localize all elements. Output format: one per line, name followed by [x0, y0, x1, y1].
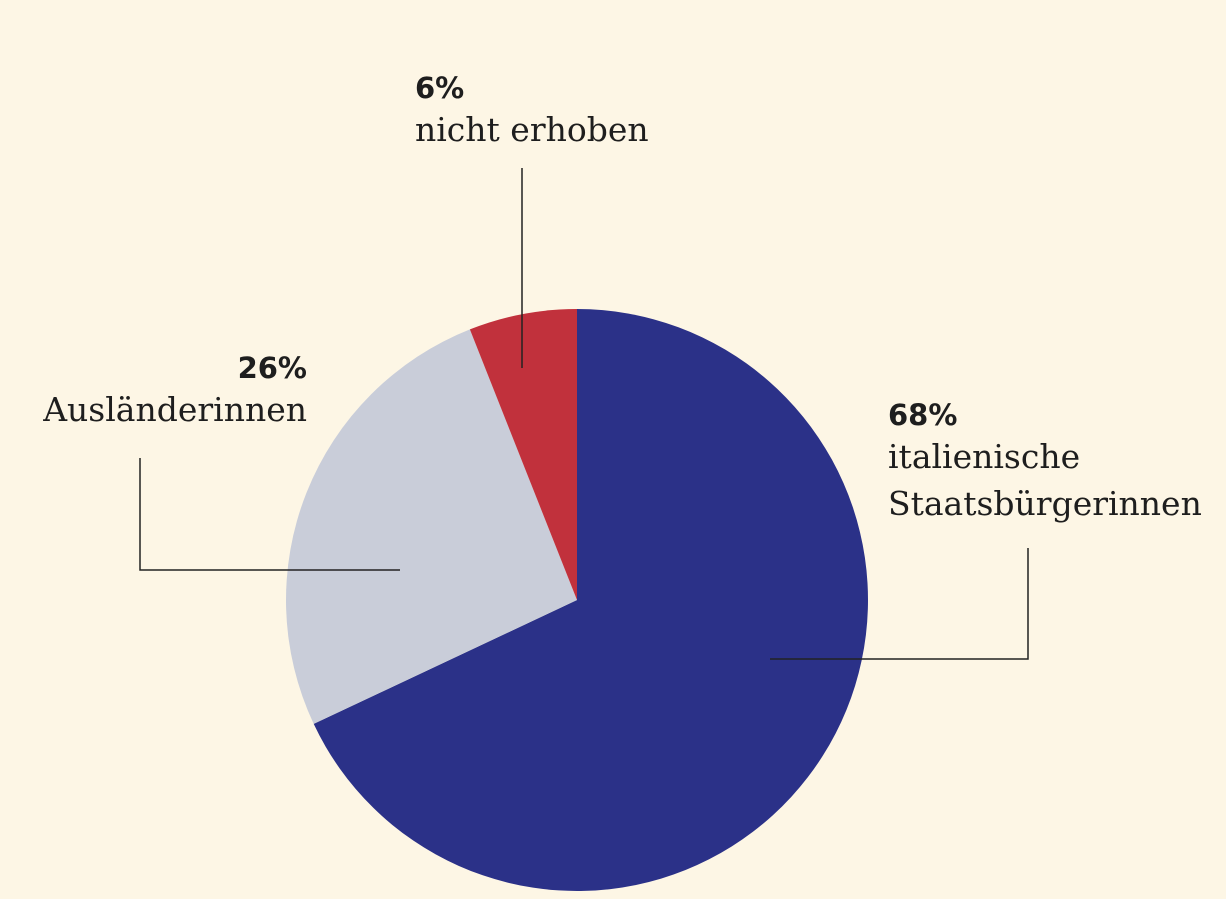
pie-slice	[285, 329, 577, 724]
category-label: italienische Staatsbürgerinnen	[888, 437, 1202, 523]
pie-slice	[469, 309, 577, 600]
value-label: 26%	[237, 351, 307, 385]
value-label: 6%	[415, 71, 465, 105]
pie-slice	[313, 309, 869, 892]
category-label: nicht erhoben	[415, 110, 649, 149]
slice-label: 68% italienische Staatsbürgerinnen	[888, 397, 1218, 527]
leader-line	[139, 458, 400, 571]
value-label: 68%	[888, 398, 958, 432]
leader-line	[770, 548, 1029, 660]
slice-label: 6% nicht erhoben	[415, 70, 735, 153]
slice-label: 26% Ausländerinnen	[0, 350, 307, 433]
category-label: Ausländerinnen	[43, 390, 307, 429]
